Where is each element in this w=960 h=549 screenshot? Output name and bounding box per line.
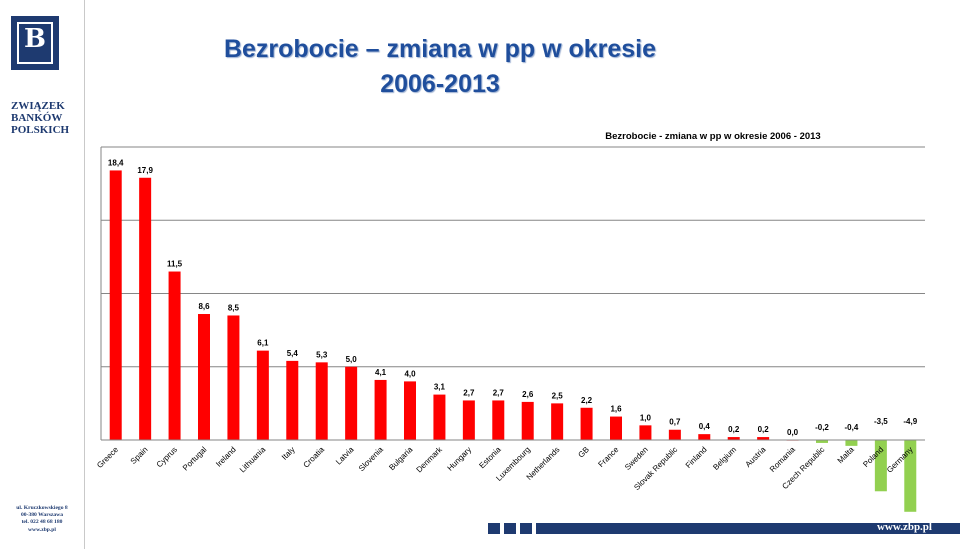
data-label: 4,1: [375, 368, 387, 377]
org-name-line: ZWIĄZEK: [11, 100, 65, 112]
data-label: 5,3: [316, 350, 328, 359]
bar: [580, 407, 593, 440]
footer-url[interactable]: www.zbp.pl: [876, 521, 932, 533]
bar: [639, 425, 652, 440]
bar: [727, 437, 740, 440]
category-label: Spain: [129, 445, 150, 466]
org-name-line: BANKÓW: [11, 112, 63, 124]
bar: [904, 440, 917, 512]
data-label: 17,9: [137, 166, 153, 175]
category-label: Romania: [768, 445, 797, 474]
category-label: Latvia: [334, 445, 356, 467]
data-label: 1,0: [640, 413, 652, 422]
logo-letter: B: [24, 24, 46, 54]
bar: [551, 403, 564, 440]
bar: [698, 434, 711, 440]
bar: [404, 381, 416, 440]
data-label: -3,5: [874, 417, 888, 426]
zbp-logo: B: [11, 16, 59, 70]
data-label: 2,7: [463, 388, 475, 397]
data-label: 2,7: [493, 388, 505, 397]
data-label: 18,4: [108, 158, 124, 167]
data-label: 2,6: [522, 390, 534, 399]
category-label: Belgium: [711, 445, 738, 472]
bar: [315, 362, 328, 440]
data-label: 0,2: [758, 425, 770, 434]
bar: [198, 314, 210, 440]
category-label: Croatia: [302, 445, 327, 470]
bar: [610, 416, 622, 440]
slide-title-line1: Bezrobocie – zmiana w pp w okresie: [223, 35, 657, 63]
category-label: Slovenia: [357, 445, 385, 473]
bar: [462, 400, 475, 440]
address-line: 00-380 Warszawa: [20, 512, 63, 519]
category-label: Malta: [836, 445, 857, 466]
bar: [433, 394, 446, 440]
footer-square: [488, 523, 500, 534]
data-label: -0,4: [845, 423, 859, 432]
bar: [816, 440, 828, 443]
bar: [668, 429, 681, 440]
category-label: GB: [576, 445, 591, 460]
bar: [139, 177, 152, 440]
data-label: 3,1: [434, 383, 446, 392]
slide-title: Bezrobocie – zmiana w pp w okresie 2006-…: [170, 32, 710, 102]
category-label: Italy: [280, 445, 297, 462]
footer-square: [520, 523, 532, 534]
bar: [521, 401, 534, 440]
data-label: 0,7: [669, 418, 681, 427]
category-label: Finland: [684, 445, 709, 470]
data-label: 8,5: [228, 303, 240, 312]
category-label: Greece: [95, 445, 120, 470]
footer-bar: [536, 523, 960, 534]
org-address: ul. Kruczkowskiego 8 00-380 Warszawa tel…: [3, 505, 81, 534]
data-label: 5,4: [287, 349, 299, 358]
address-line: tel. 022 48 68 180: [21, 519, 63, 526]
org-name-line: POLSKICH: [11, 124, 70, 136]
chart-title: Bezrobocie - zmiana w pp w okresie 2006 …: [605, 131, 820, 142]
data-label: 6,1: [257, 339, 269, 348]
data-label: 8,6: [198, 302, 210, 311]
bar: [168, 271, 181, 440]
bar: [227, 315, 240, 440]
bar: [256, 350, 269, 440]
bar: [374, 379, 387, 440]
data-label: 0,0: [787, 428, 799, 437]
category-label: Bulgaria: [387, 445, 415, 473]
category-label: France: [596, 445, 620, 469]
data-label: 0,4: [699, 422, 711, 431]
bar: [492, 400, 505, 440]
category-label: Austria: [744, 445, 768, 469]
category-label: Sweden: [623, 445, 650, 472]
data-label: -4,9: [903, 417, 917, 426]
bar: [286, 360, 299, 440]
sidebar-divider: [84, 0, 85, 549]
category-label: Ireland: [214, 445, 238, 469]
slide-title-line2: 2006-2013: [380, 70, 500, 98]
data-label: -0,2: [815, 423, 829, 432]
category-label: Hungary: [446, 445, 474, 473]
data-label: 1,6: [610, 405, 622, 414]
bar: [345, 366, 358, 440]
bar: [109, 170, 122, 440]
data-label: 4,0: [404, 369, 416, 378]
data-label: 2,2: [581, 396, 593, 405]
footer-square: [504, 523, 516, 534]
address-line: www.zbp.pl: [28, 526, 56, 533]
category-label: Cyprus: [155, 445, 179, 469]
bar: [845, 440, 858, 446]
category-label: Denmark: [415, 444, 445, 474]
category-label: Portugal: [181, 445, 209, 473]
data-label: 11,5: [167, 260, 183, 269]
data-label: 5,0: [346, 355, 358, 364]
data-label: 0,2: [728, 425, 740, 434]
category-label: Lithuania: [238, 445, 268, 475]
bar: [757, 437, 770, 440]
category-label: Estonia: [477, 445, 503, 471]
data-label: 2,5: [552, 391, 564, 400]
bar: [874, 440, 887, 492]
org-name: ZWIĄZEK BANKÓW POLSKICH: [11, 100, 81, 136]
address-line: ul. Kruczkowskiego 8: [16, 505, 68, 511]
